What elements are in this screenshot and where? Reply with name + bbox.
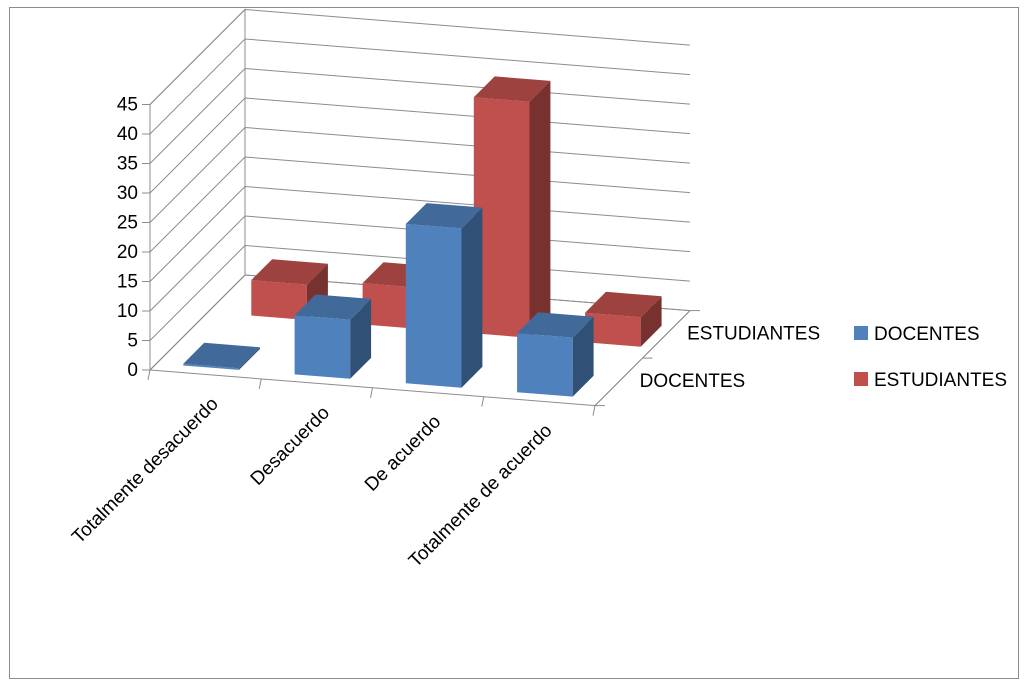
bar-docentes [405,203,483,388]
x-tick-mark [147,369,151,381]
bar-top-face [517,312,594,338]
bar-side-face [640,296,662,347]
gridline-45 [149,8,691,105]
gridline-30 [149,97,691,194]
bar-top-face [405,203,483,229]
bar-front-face [473,97,530,338]
bar-front-face [251,280,307,320]
y-axis-tick-labels: 0 5 10 15 20 25 30 35 40 45 [117,95,138,382]
bar-top-face [294,294,372,320]
bar-front-face [362,283,419,329]
y-tick-label: 10 [117,301,138,322]
legend: DOCENTES ESTUDIANTES [854,324,1007,391]
bar-side-face [350,298,372,379]
bar-side-face [239,347,260,370]
bar-top-face [251,259,328,285]
bar-front-face [405,224,462,388]
bar-side-face [529,80,551,338]
bar-side-face [572,316,594,397]
bars-front-row [183,203,594,397]
gridline-40 [149,38,691,135]
side-wall [149,8,246,372]
x-axis [147,369,596,416]
x-tick-mark [370,387,373,398]
depth-label: ESTUDIANTES [687,324,820,345]
y-tick-label: 45 [117,95,138,116]
depth-label: DOCENTES [640,371,746,392]
category-label: Desacuerdo [247,402,334,489]
y-tick-label: 25 [117,213,138,234]
y-tick-label: 40 [117,124,138,145]
bar-top-face [585,291,662,318]
gridline-25 [149,126,691,223]
bar-front-face [517,333,573,397]
y-tick-label: 35 [117,154,138,175]
bar-side-face [461,207,483,388]
legend-label: DOCENTES [874,324,980,345]
x-tick-mark [481,396,485,407]
bar-estudiantes [473,76,551,338]
depth-axis: DOCENTES ESTUDIANTES [594,310,820,407]
bar-docentes [183,342,260,370]
bar-chart-3d: 0 5 10 15 20 25 30 35 40 45 Totalmente desacuerdo… [68,8,1007,572]
legend-swatch [854,372,868,386]
bar-docentes [517,312,594,397]
category-labels: Totalmente desacuerdo Desacuerdo De acuerd… [68,394,556,572]
bar-top-face [183,342,260,369]
bar-docentes [294,294,372,379]
legend-label: ESTUDIANTES [874,370,1007,391]
y-tick-label: 0 [127,360,138,381]
y-tick-label: 30 [117,183,138,204]
x-tick-mark [592,405,596,416]
bar-front-face [294,315,351,379]
bar-top-face [473,76,551,102]
bar-estudiantes [585,291,662,347]
bar-front-face [183,363,239,370]
legend-swatch [854,326,868,340]
category-label: Totalmente desacuerdo [68,394,223,549]
chart-frame: 0 5 10 15 20 25 30 35 40 45 Totalmente desacuerdo… [9,7,1019,679]
gridline-35 [149,67,691,164]
x-tick-mark [258,378,262,389]
y-tick-label: 15 [117,272,138,293]
category-label: De acuerdo [361,411,445,495]
y-tick-label: 5 [127,331,138,352]
y-tick-label: 20 [117,242,138,263]
bar-front-face [585,312,641,347]
